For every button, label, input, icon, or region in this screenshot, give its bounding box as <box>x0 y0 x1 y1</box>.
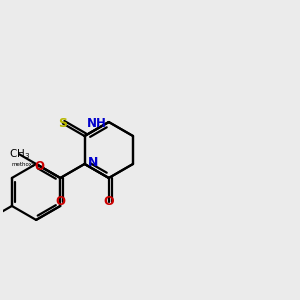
Text: O: O <box>103 195 114 208</box>
Text: O: O <box>55 195 65 208</box>
Text: methoxy: methoxy <box>11 162 36 167</box>
Text: O: O <box>35 160 45 172</box>
Text: N: N <box>88 156 98 169</box>
Text: S: S <box>58 117 68 130</box>
Text: NH: NH <box>86 117 106 130</box>
Text: CH$_3$: CH$_3$ <box>8 147 30 161</box>
